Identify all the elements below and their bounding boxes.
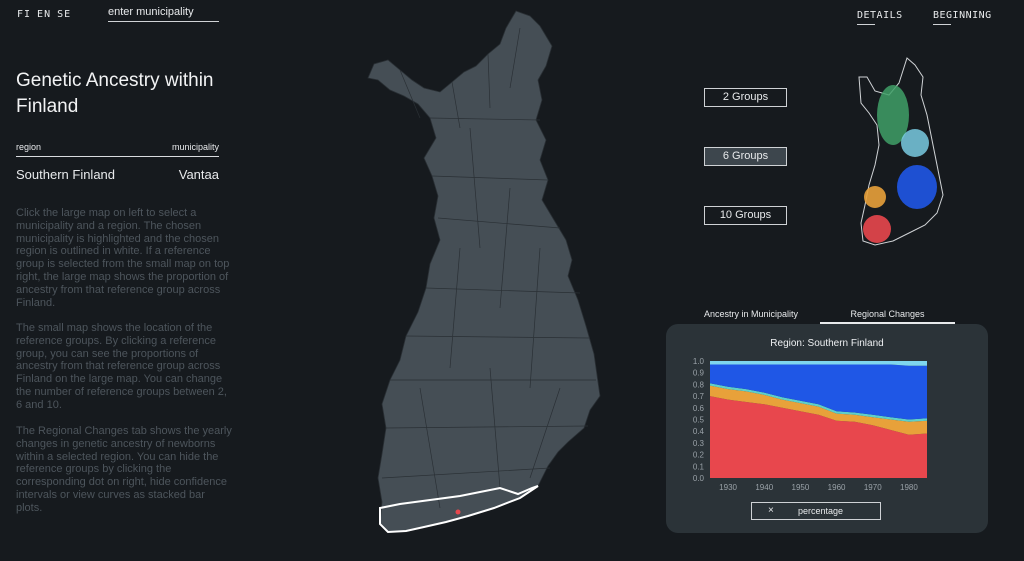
percentage-toggle[interactable]: × percentage xyxy=(751,502,881,520)
lang-fi[interactable]: FI xyxy=(17,9,32,20)
region-value: Southern Finland xyxy=(16,167,116,182)
red-group-dot[interactable] xyxy=(863,215,891,243)
beginning-label: BEGINNING xyxy=(933,10,992,21)
lang-se[interactable]: SE xyxy=(57,9,72,20)
green-group-dot[interactable] xyxy=(877,85,909,145)
details-underline xyxy=(857,24,875,25)
series-area-2 xyxy=(710,383,927,422)
instructions-paragraph-2: The small map shows the location of the … xyxy=(16,322,227,411)
selection-header: region municipality xyxy=(16,142,219,157)
y-tick-label: 0.4 xyxy=(693,427,705,436)
finland-map-shape[interactable] xyxy=(367,10,601,533)
lang-en[interactable]: EN xyxy=(37,9,52,20)
y-tick-label: 0.0 xyxy=(693,474,705,483)
y-tick-label: 0.1 xyxy=(693,462,705,471)
selection-values: Southern Finland Vantaa xyxy=(16,167,219,182)
close-icon: × xyxy=(768,505,774,516)
language-switcher: FI EN SE xyxy=(17,9,71,20)
x-tick-label: 1950 xyxy=(792,483,810,492)
series-area-1 xyxy=(710,385,927,435)
y-tick-label: 1.0 xyxy=(693,357,705,366)
percentage-label: percentage xyxy=(798,506,844,516)
active-tab-indicator xyxy=(820,322,955,324)
y-tick-label: 0.2 xyxy=(693,451,705,460)
y-tick-label: 0.8 xyxy=(693,380,705,389)
two-groups-button[interactable]: 2 Groups xyxy=(704,88,787,107)
small-finland-outline xyxy=(858,57,944,246)
selected-region-outline xyxy=(379,485,539,534)
instructions-paragraph-1: Click the large map on left to select a … xyxy=(16,207,230,309)
blue-group-dot[interactable] xyxy=(897,165,937,209)
municipality-header: municipality xyxy=(171,142,219,152)
y-tick-label: 0.5 xyxy=(693,416,705,425)
instructions-paragraph-3: The Regional Changes tab shows the yearl… xyxy=(16,425,232,514)
x-tick-label: 1980 xyxy=(900,483,918,492)
reference-groups-map[interactable] xyxy=(855,55,947,250)
selected-municipality-marker xyxy=(455,509,461,515)
series-area-4 xyxy=(710,361,927,366)
six-groups-button[interactable]: 6 Groups xyxy=(704,147,787,166)
tab-ancestry-in-municipality[interactable]: Ancestry in Municipality xyxy=(703,309,799,319)
y-tick-label: 0.6 xyxy=(693,404,705,413)
y-tick-label: 0.3 xyxy=(693,439,705,448)
x-tick-label: 1970 xyxy=(864,483,882,492)
x-tick-label: 1960 xyxy=(828,483,846,492)
series-area-3 xyxy=(710,364,927,420)
series-area-0 xyxy=(710,396,927,478)
y-tick-label: 0.7 xyxy=(693,392,705,401)
finland-municipality-map[interactable] xyxy=(360,8,610,538)
tab-regional-changes[interactable]: Regional Changes xyxy=(850,309,925,319)
beginning-underline xyxy=(933,24,951,25)
municipality-search-input[interactable] xyxy=(108,4,219,22)
details-label: DETAILS xyxy=(857,10,903,21)
x-tick-label: 1930 xyxy=(719,483,737,492)
details-link[interactable]: DETAILS xyxy=(857,10,903,25)
ten-groups-button[interactable]: 10 Groups xyxy=(704,206,787,225)
light-blue-group-dot[interactable] xyxy=(901,129,929,157)
region-header: region xyxy=(16,142,42,152)
page-title: Genetic Ancestry within Finland xyxy=(16,70,214,117)
chart-title: Region: Southern Finland xyxy=(770,338,884,349)
x-tick-label: 1940 xyxy=(755,483,773,492)
municipality-borders xyxy=(381,27,596,509)
municipality-value: Vantaa xyxy=(178,167,219,182)
y-tick-label: 0.9 xyxy=(693,369,705,378)
beginning-link[interactable]: BEGINNING xyxy=(933,10,992,25)
regional-changes-chart[interactable]: 0.0 0.1 0.2 0.3 0.4 0.5 0.6 0.7 0.8 0.9 1.0 1930 194… xyxy=(666,352,988,494)
orange-group-dot[interactable] xyxy=(864,186,886,208)
